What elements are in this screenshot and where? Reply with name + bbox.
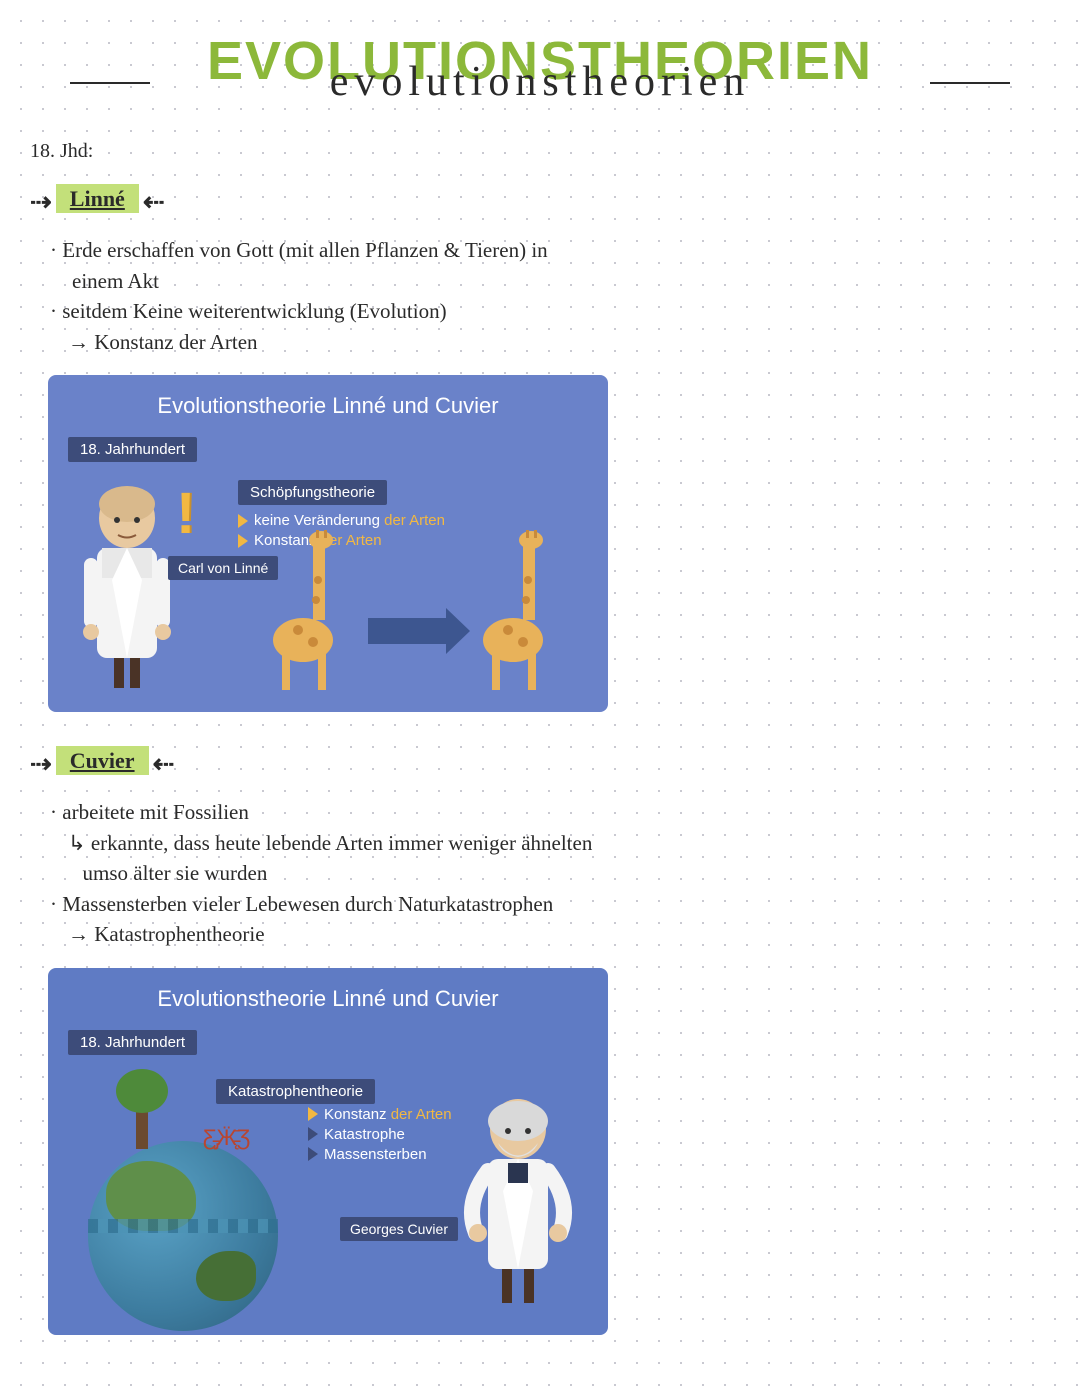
illustration-card-cuvier: Evolutionstheorie Linné und Cuvier 18. J… (48, 968, 608, 1335)
heading-text-linne: Linné (56, 184, 139, 213)
note-line: Konstanz der Arten (50, 327, 1050, 357)
heading-text-cuvier: Cuvier (56, 746, 149, 775)
scene-linne: ! Schöpfungstheorie keine Veränderung de… (68, 470, 588, 690)
note-line: Massensterben vieler Lebewesen durch Nat… (50, 889, 1050, 919)
card-title: Evolutionstheorie Linné und Cuvier (68, 393, 588, 419)
section-heading-linne: ⇢ Linné ⇠ (30, 186, 165, 217)
era-pill: 18. Jahrhundert (68, 437, 197, 462)
chevron-icon (308, 1127, 318, 1141)
note-line: Erde erschaffen von Gott (mit allen Pfla… (50, 235, 1050, 265)
bullet-text: Konstanz der Arten (324, 1106, 452, 1123)
bracket-left: ⇢ (30, 749, 52, 778)
card-bullet: Massensterben (308, 1146, 452, 1163)
card-bullet: Katastrophe (308, 1126, 452, 1143)
bullet-text: Massensterben (324, 1146, 427, 1163)
wave-icon (88, 1219, 278, 1233)
title-line-left (70, 82, 150, 84)
chevron-icon (238, 514, 248, 528)
scene-cuvier: Katastrophentheorie Konstanz der Arten K… (68, 1063, 588, 1313)
notes-linne: Erde erschaffen von Gott (mit allen Pfla… (50, 235, 1050, 357)
globe-icon: Ƹ̵̡Ӝ̵̨̄Ʒ (88, 1141, 278, 1331)
era-pill: 18. Jahrhundert (68, 1030, 197, 1055)
landmass-icon (196, 1251, 256, 1301)
note-line: arbeitete mit Fossilien (50, 797, 1050, 827)
notes-cuvier: arbeitete mit Fossilien erkannte, dass h… (50, 797, 1050, 949)
butterfly-icon: Ƹ̵̡Ӝ̵̨̄Ʒ (203, 1125, 250, 1151)
scientist-linne-icon (72, 480, 182, 690)
bullet-text: keine Veränderung der Arten (254, 512, 445, 529)
card-title: Evolutionstheorie Linné und Cuvier (68, 986, 588, 1012)
bullet-text: Katastrophe (324, 1126, 405, 1143)
section-heading-cuvier: ⇢ Cuvier ⇠ (30, 748, 174, 779)
card-bullet: Konstanz der Arten (308, 1106, 452, 1123)
bracket-right: ⇠ (153, 749, 175, 778)
scientist-cuvier-icon (458, 1093, 578, 1313)
giraffe-icon (258, 530, 358, 690)
century-label: 18. Jhd: (30, 140, 1050, 163)
note-line: seitdem Keine weiterentwicklung (Evoluti… (50, 296, 1050, 326)
chevron-icon (308, 1107, 318, 1121)
illustration-card-linne: Evolutionstheorie Linné und Cuvier 18. J… (48, 375, 608, 712)
theory-pill: Schöpfungstheorie (238, 480, 387, 505)
chevron-icon (308, 1147, 318, 1161)
card-bullet: keine Veränderung der Arten (238, 512, 445, 529)
note-line: erkannte, dass heute lebende Arten immer… (50, 828, 1050, 858)
giraffe-icon (468, 530, 568, 690)
page: EVOLUTIONSTHEORIEN evolutionstheorien 18… (0, 0, 1080, 1383)
person-name-pill: Georges Cuvier (340, 1217, 458, 1241)
card-bullets: Konstanz der Arten Katastrophe Massenste… (308, 1103, 452, 1166)
tree-icon (136, 1101, 148, 1149)
arrow-icon (368, 618, 448, 644)
note-line: Katastrophentheorie (50, 919, 1050, 949)
chevron-icon (238, 534, 248, 548)
title-area: EVOLUTIONSTHEORIEN evolutionstheorien (30, 30, 1050, 120)
theory-pill: Katastrophentheorie (216, 1079, 375, 1104)
title-script: evolutionstheorien (330, 58, 751, 106)
title-line-right (930, 82, 1010, 84)
bracket-left: ⇢ (30, 187, 52, 216)
exclamation-icon: ! (176, 480, 195, 547)
note-line: umso älter sie wurden (72, 858, 1050, 888)
note-line: einem Akt (72, 266, 1050, 296)
bracket-right: ⇠ (143, 187, 165, 216)
